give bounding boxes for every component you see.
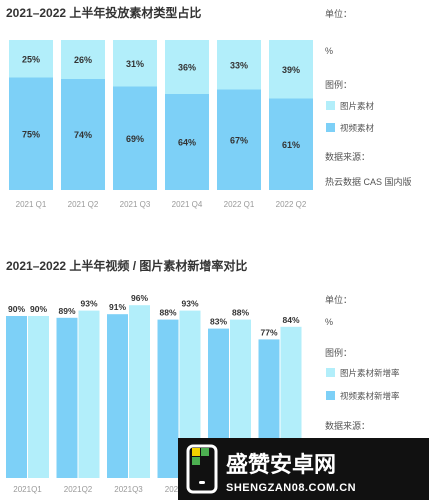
chart2-legend-swatch-image bbox=[326, 368, 335, 377]
chart2-source-label: 数据来源： bbox=[325, 420, 370, 431]
watermark: 盛赞安卓网 SHENGZAN08.COM.CN bbox=[178, 438, 429, 500]
bar-image-5 bbox=[269, 40, 313, 99]
bar-video-growth-1 bbox=[56, 317, 78, 478]
bar-video-5 bbox=[269, 98, 313, 190]
bar-video-growth-2 bbox=[107, 314, 128, 478]
bar-image-growth-1 bbox=[78, 310, 100, 478]
bar-video-1 bbox=[61, 79, 105, 190]
bar-image-2 bbox=[113, 40, 157, 87]
label-image-3: 36% bbox=[178, 63, 196, 73]
label-image-growth-2: 96% bbox=[131, 293, 148, 303]
chart2-plot: 90% 90% 89% 93% 91% 96% 88% 93% 83% 88% 77% 84% bbox=[6, 293, 302, 478]
watermark-background bbox=[178, 438, 429, 500]
phone-logo-icon bbox=[186, 444, 218, 494]
x-tick-1: 2021 Q2 bbox=[68, 200, 99, 209]
label-video-2: 69% bbox=[126, 134, 144, 144]
chart1-legend-image: 图片素材 bbox=[340, 101, 375, 111]
label-image-growth-3: 93% bbox=[181, 299, 198, 309]
label-video-growth-1: 89% bbox=[58, 306, 75, 316]
label-video-3: 64% bbox=[178, 138, 196, 148]
x-tick-growth-2: 2021Q3 bbox=[114, 485, 143, 494]
label-video-growth-5: 77% bbox=[260, 327, 277, 337]
bar-video-4 bbox=[217, 89, 261, 190]
bar-video-0 bbox=[9, 77, 53, 190]
bar-image-4 bbox=[217, 40, 261, 90]
bar-video-growth-3 bbox=[157, 319, 179, 478]
chart2-legend-image: 图片素材新增率 bbox=[340, 368, 400, 378]
chart1-unit-value: % bbox=[325, 46, 333, 56]
chart2-legend-video: 视频素材新增率 bbox=[340, 391, 400, 401]
x-tick-5: 2022 Q2 bbox=[276, 200, 307, 209]
chart1-plot: 25% 75% 26% 74% 31% 69% 36% 64% 33% 67% 39% 61% bbox=[9, 40, 313, 190]
chart1-legend-video: 视频素材 bbox=[340, 123, 375, 133]
bar-image-growth-0 bbox=[28, 316, 49, 478]
label-video-4: 67% bbox=[230, 135, 248, 145]
chart1-legend-label: 图例： bbox=[325, 79, 352, 90]
bar-video-3 bbox=[165, 94, 209, 190]
bar-image-1 bbox=[61, 40, 105, 79]
bar-video-2 bbox=[113, 86, 157, 190]
watermark-url: SHENGZAN08.COM.CN bbox=[226, 482, 356, 494]
bar-image-growth-3 bbox=[179, 310, 201, 478]
label-image-growth-1: 93% bbox=[80, 299, 97, 309]
chart2-unit-value: % bbox=[325, 317, 333, 327]
chart1-unit-label: 单位： bbox=[325, 8, 352, 19]
chart1-source-value: 热云数据 CAS 国内版 bbox=[325, 176, 412, 187]
label-video-5: 61% bbox=[282, 140, 300, 150]
x-tick-0: 2021 Q1 bbox=[16, 200, 47, 209]
x-tick-2: 2021 Q3 bbox=[120, 200, 151, 209]
label-image-5: 39% bbox=[282, 65, 300, 75]
x-tick-3: 2021 Q4 bbox=[172, 200, 203, 209]
chart2-legend-swatch-video bbox=[326, 391, 335, 400]
label-image-growth-5: 84% bbox=[282, 315, 299, 325]
label-video-1: 74% bbox=[74, 130, 92, 140]
x-tick-growth-1: 2021Q2 bbox=[64, 485, 93, 494]
chart2-legend-label: 图例： bbox=[325, 347, 352, 358]
chart1-legend-swatch-video bbox=[326, 123, 335, 132]
chart1-source-label: 数据来源： bbox=[325, 151, 370, 162]
label-image-growth-0: 90% bbox=[30, 304, 47, 314]
label-video-growth-4: 83% bbox=[210, 317, 227, 327]
chart2-unit-label: 单位： bbox=[325, 294, 352, 305]
label-image-4: 33% bbox=[230, 60, 248, 70]
chart1-title: 2021–2022 上半年投放素材类型占比 bbox=[6, 5, 201, 20]
label-video-0: 75% bbox=[22, 129, 40, 139]
bar-image-0 bbox=[9, 40, 53, 78]
x-tick-4: 2022 Q1 bbox=[224, 200, 255, 209]
watermark-text: 盛赞安卓网 bbox=[226, 452, 336, 477]
label-image-0: 25% bbox=[22, 54, 40, 64]
chart1-legend-swatch-image bbox=[326, 101, 335, 110]
label-image-2: 31% bbox=[126, 59, 144, 69]
bar-image-growth-2 bbox=[129, 305, 150, 478]
bar-video-growth-0 bbox=[6, 316, 27, 478]
label-video-growth-0: 90% bbox=[8, 304, 25, 314]
label-video-growth-2: 91% bbox=[109, 302, 126, 312]
label-video-growth-3: 88% bbox=[159, 308, 176, 318]
bar-image-3 bbox=[165, 40, 209, 94]
chart2-title: 2021–2022 上半年视频 / 图片素材新增率对比 bbox=[6, 258, 247, 273]
label-image-growth-4: 88% bbox=[232, 308, 249, 318]
x-tick-growth-0: 2021Q1 bbox=[13, 485, 42, 494]
chart1-x-axis: 2021 Q1 2021 Q2 2021 Q3 2021 Q4 2022 Q1 2022 … bbox=[16, 200, 307, 209]
label-image-1: 26% bbox=[74, 55, 92, 65]
